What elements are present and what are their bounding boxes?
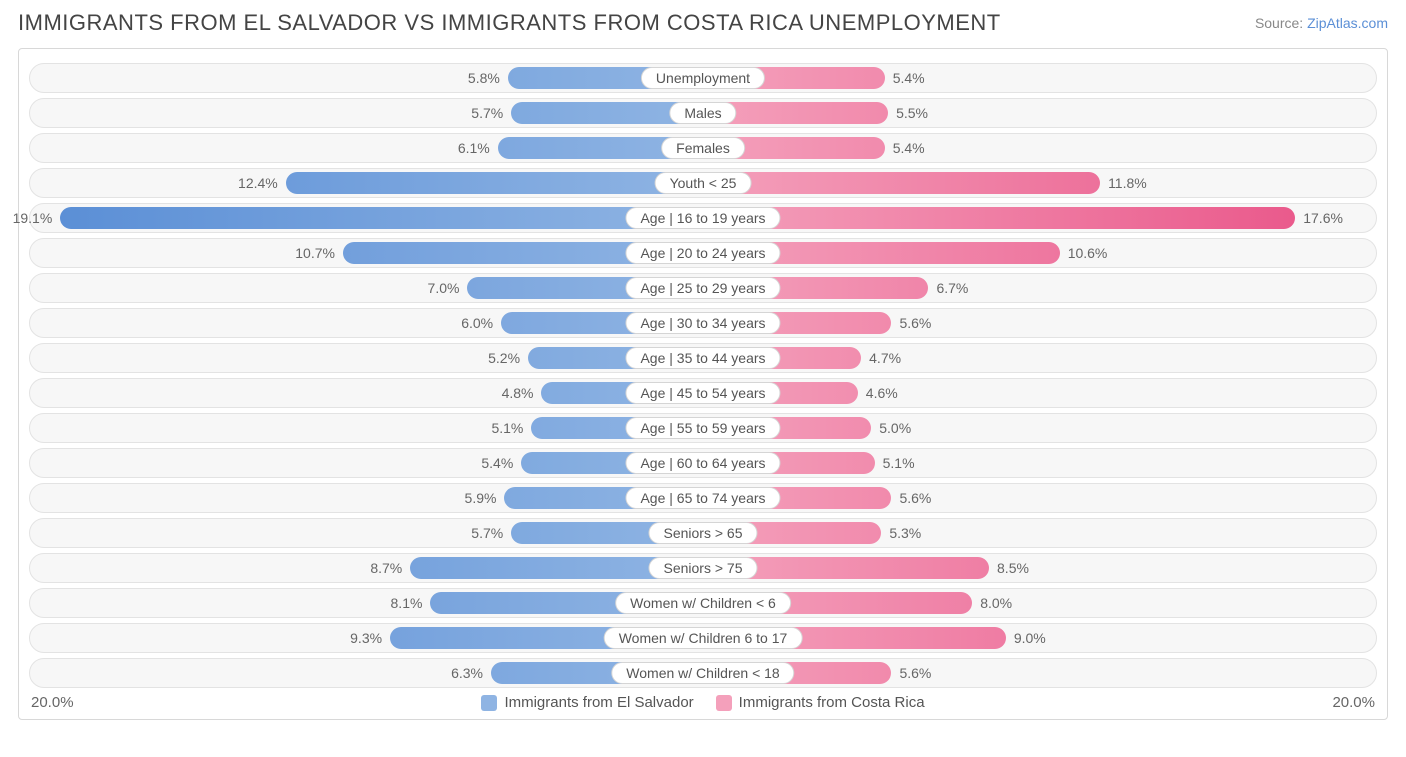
- value-label-left: 9.3%: [350, 624, 390, 652]
- value-label-right: 5.3%: [881, 519, 921, 547]
- value-label-left: 6.0%: [461, 309, 501, 337]
- value-label-right: 5.6%: [891, 659, 931, 687]
- value-label-right: 5.4%: [885, 64, 925, 92]
- legend-item-right: Immigrants from Costa Rica: [716, 694, 925, 711]
- bar-row: 6.1% 5.4% Females: [29, 133, 1377, 163]
- value-label-left: 5.7%: [471, 519, 511, 547]
- value-label-left: 5.9%: [465, 484, 505, 512]
- bar-row: 12.4% 11.8% Youth < 25: [29, 168, 1377, 198]
- chart-title: IMMIGRANTS FROM EL SALVADOR VS IMMIGRANT…: [18, 10, 1001, 36]
- value-label-left: 5.1%: [491, 414, 531, 442]
- chart-container: IMMIGRANTS FROM EL SALVADOR VS IMMIGRANT…: [0, 0, 1406, 738]
- value-label-right: 11.8%: [1100, 169, 1147, 197]
- category-badge: Age | 65 to 74 years: [625, 487, 780, 509]
- bar-row: 8.1% 8.0% Women w/ Children < 6: [29, 588, 1377, 618]
- source-label: Source:: [1255, 15, 1307, 31]
- category-badge: Age | 20 to 24 years: [625, 242, 780, 264]
- category-badge: Age | 35 to 44 years: [625, 347, 780, 369]
- category-badge: Youth < 25: [655, 172, 752, 194]
- value-label-right: 5.0%: [871, 414, 911, 442]
- legend-label-left: Immigrants from El Salvador: [504, 694, 693, 711]
- value-label-right: 5.6%: [891, 484, 931, 512]
- bar-right: [703, 207, 1295, 229]
- bar-row: 5.9% 5.6% Age | 65 to 74 years: [29, 483, 1377, 513]
- bar-left: [286, 172, 703, 194]
- bar-row: 5.1% 5.0% Age | 55 to 59 years: [29, 413, 1377, 443]
- bar-row: 6.3% 5.6% Women w/ Children < 18: [29, 658, 1377, 688]
- value-label-left: 5.8%: [468, 64, 508, 92]
- value-label-right: 6.7%: [928, 274, 968, 302]
- value-label-right: 17.6%: [1295, 204, 1343, 232]
- bar-row: 5.7% 5.5% Males: [29, 98, 1377, 128]
- category-badge: Age | 25 to 29 years: [625, 277, 780, 299]
- legend-swatch-left: [481, 695, 497, 711]
- legend-item-left: Immigrants from El Salvador: [481, 694, 693, 711]
- value-label-left: 5.4%: [481, 449, 521, 477]
- value-label-left: 12.4%: [238, 169, 286, 197]
- category-badge: Unemployment: [641, 67, 765, 89]
- value-label-right: 8.5%: [989, 554, 1029, 582]
- bar-row: 5.7% 5.3% Seniors > 65: [29, 518, 1377, 548]
- axis-left-max: 20.0%: [31, 694, 74, 711]
- bar-row: 19.1%17.6%Age | 16 to 19 years: [29, 203, 1377, 233]
- chart-footer: 20.0% Immigrants from El Salvador Immigr…: [29, 694, 1377, 711]
- value-label-right: 9.0%: [1006, 624, 1046, 652]
- category-badge: Age | 45 to 54 years: [625, 382, 780, 404]
- bar-row: 6.0% 5.6% Age | 30 to 34 years: [29, 308, 1377, 338]
- category-badge: Age | 30 to 34 years: [625, 312, 780, 334]
- category-badge: Women w/ Children 6 to 17: [604, 627, 803, 649]
- legend: Immigrants from El Salvador Immigrants f…: [481, 694, 924, 711]
- value-label-left: 19.1%: [13, 204, 61, 232]
- bar-row: 8.7% 8.5% Seniors > 75: [29, 553, 1377, 583]
- category-badge: Women w/ Children < 6: [615, 592, 791, 614]
- value-label-left: 7.0%: [428, 274, 468, 302]
- value-label-left: 8.1%: [391, 589, 431, 617]
- bar-row: 5.8% 5.4% Unemployment: [29, 63, 1377, 93]
- legend-swatch-right: [716, 695, 732, 711]
- bar-row: 10.7% 10.6% Age | 20 to 24 years: [29, 238, 1377, 268]
- value-label-right: 4.7%: [861, 344, 901, 372]
- value-label-left: 6.1%: [458, 134, 498, 162]
- value-label-right: 5.5%: [888, 99, 928, 127]
- bar-row: 4.8% 4.6% Age | 45 to 54 years: [29, 378, 1377, 408]
- category-badge: Seniors > 75: [649, 557, 758, 579]
- bar-row: 9.3% 9.0% Women w/ Children 6 to 17: [29, 623, 1377, 653]
- value-label-left: 4.8%: [502, 379, 542, 407]
- value-label-left: 5.7%: [471, 99, 511, 127]
- bar-left: [60, 207, 703, 229]
- bar-row: 5.4% 5.1% Age | 60 to 64 years: [29, 448, 1377, 478]
- category-badge: Age | 60 to 64 years: [625, 452, 780, 474]
- value-label-right: 10.6%: [1060, 239, 1108, 267]
- value-label-right: 5.1%: [875, 449, 915, 477]
- axis-right-max: 20.0%: [1332, 694, 1375, 711]
- category-badge: Women w/ Children < 18: [611, 662, 794, 684]
- bar-row: 5.2% 4.7% Age | 35 to 44 years: [29, 343, 1377, 373]
- value-label-left: 10.7%: [295, 239, 343, 267]
- header-row: IMMIGRANTS FROM EL SALVADOR VS IMMIGRANT…: [18, 10, 1388, 36]
- value-label-left: 5.2%: [488, 344, 528, 372]
- value-label-right: 4.6%: [858, 379, 898, 407]
- chart-area: 5.8% 5.4% Unemployment 5.7% 5.5% Males 6.1% 5.4…: [18, 48, 1388, 720]
- category-badge: Females: [661, 137, 745, 159]
- source-credit: Source: ZipAtlas.com: [1255, 15, 1388, 31]
- bar-right: [703, 172, 1100, 194]
- legend-label-right: Immigrants from Costa Rica: [739, 694, 925, 711]
- category-badge: Males: [669, 102, 736, 124]
- category-badge: Age | 16 to 19 years: [625, 207, 780, 229]
- bar-row: 7.0% 6.7% Age | 25 to 29 years: [29, 273, 1377, 303]
- category-badge: Seniors > 65: [649, 522, 758, 544]
- category-badge: Age | 55 to 59 years: [625, 417, 780, 439]
- value-label-left: 6.3%: [451, 659, 491, 687]
- value-label-right: 5.6%: [891, 309, 931, 337]
- source-link[interactable]: ZipAtlas.com: [1307, 15, 1388, 31]
- chart-rows: 5.8% 5.4% Unemployment 5.7% 5.5% Males 6.1% 5.4…: [29, 63, 1377, 688]
- value-label-right: 5.4%: [885, 134, 925, 162]
- value-label-left: 8.7%: [370, 554, 410, 582]
- value-label-right: 8.0%: [972, 589, 1012, 617]
